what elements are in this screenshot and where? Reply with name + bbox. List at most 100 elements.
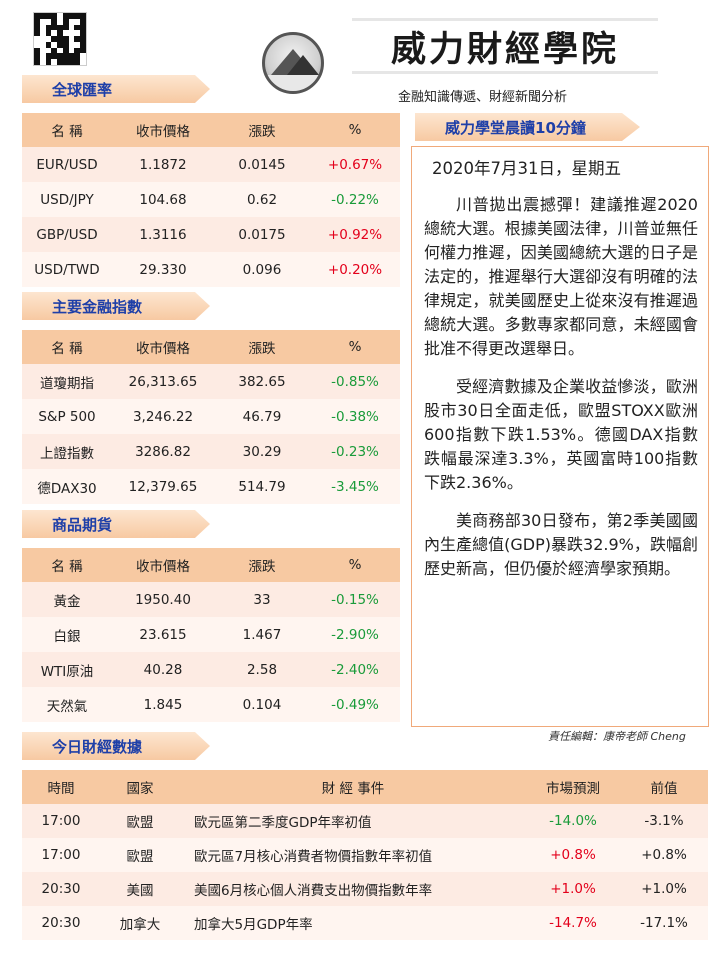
news-box: 2020年7月31日，星期五 川普拋出震撼彈！建議推遲2020總統大選。根據美國… (411, 146, 709, 727)
percent-change: +0.67% (310, 147, 400, 182)
event-country: 歐盟 (100, 838, 180, 872)
close-price: 26,313.65 (112, 364, 214, 399)
col-header: 漲跌 (214, 113, 310, 147)
close-price: 1.845 (112, 687, 214, 722)
instrument-name: USD/JPY (22, 182, 112, 217)
col-header: 漲跌 (214, 330, 310, 364)
previous-value: -3.1% (620, 804, 708, 838)
instrument-name: GBP/USD (22, 217, 112, 252)
col-header: % (310, 113, 400, 147)
close-price: 1950.40 (112, 582, 214, 617)
close-price: 3,246.22 (112, 399, 214, 434)
price-change: 514.79 (214, 469, 310, 504)
close-price: 3286.82 (112, 434, 214, 469)
percent-change: -0.15% (310, 582, 400, 617)
event-country: 美國 (100, 872, 180, 906)
percent-change: -2.90% (310, 617, 400, 652)
price-change: 1.467 (214, 617, 310, 652)
price-change: 0.0175 (214, 217, 310, 252)
instrument-name: S&P 500 (22, 399, 112, 434)
event-time: 20:30 (22, 872, 100, 906)
col-header: 市場預測 (526, 770, 620, 804)
brand-tagline: 金融知識傳遞、財經新聞分析 (398, 90, 568, 105)
col-header: 國家 (100, 770, 180, 804)
previous-value: +1.0% (620, 872, 708, 906)
close-price: 1.3116 (112, 217, 214, 252)
event-country: 歐盟 (100, 804, 180, 838)
event-time: 17:00 (22, 804, 100, 838)
event-name: 加拿大5月GDP年率 (180, 906, 526, 940)
table-row: 黃金 1950.40 33 -0.15% (22, 582, 400, 617)
percent-change: +0.20% (310, 252, 400, 287)
price-change: 30.29 (214, 434, 310, 469)
event-name: 歐元區第二季度GDP年率初值 (180, 804, 526, 838)
close-price: 40.28 (112, 652, 214, 687)
percent-change: -0.23% (310, 434, 400, 469)
previous-value: +0.8% (620, 838, 708, 872)
percent-change: -0.22% (310, 182, 400, 217)
market-forecast: -14.0% (526, 804, 620, 838)
news-date: 2020年7月31日，星期五 (432, 159, 621, 178)
indices-rows: 道瓊期指 26,313.65 382.65 -0.85% S&P 500 3,246.22… (22, 364, 400, 504)
close-price: 23.615 (112, 617, 214, 652)
commodities-section-title: 商品期貨 (22, 510, 210, 538)
instrument-name: USD/TWD (22, 252, 112, 287)
news-editor: 責任編輯：康帝老師 Cheng (548, 730, 686, 743)
event-time: 20:30 (22, 906, 100, 940)
instrument-name: WTI原油 (22, 652, 112, 687)
col-header: 漲跌 (214, 548, 310, 582)
table-row: 上證指數 3286.82 30.29 -0.23% (22, 434, 400, 469)
table-row: WTI原油 40.28 2.58 -2.40% (22, 652, 400, 687)
event-name: 歐元區7月核心消費者物價指數年率初值 (180, 838, 526, 872)
table-row: 17:00 歐盟 歐元區7月核心消費者物價指數年率初值 +0.8% +0.8% (22, 838, 708, 872)
price-change: 0.62 (214, 182, 310, 217)
table-row: 白銀 23.615 1.467 -2.90% (22, 617, 400, 652)
col-header: 收市價格 (112, 113, 214, 147)
calendar-table: 時間 國家 財 經 事件 市場預測 前值 17:00 歐盟 歐元區第二季度GDP年率… (22, 770, 708, 940)
close-price: 29.330 (112, 252, 214, 287)
table-row: USD/JPY 104.68 0.62 -0.22% (22, 182, 400, 217)
instrument-name: 德DAX30 (22, 469, 112, 504)
table-row: EUR/USD 1.1872 0.0145 +0.67% (22, 147, 400, 182)
previous-value: -17.1% (620, 906, 708, 940)
fx-table: 名 稱 收市價格 漲跌 % EUR/USD 1.1872 0.0145 +0.67% U… (22, 113, 400, 287)
indices-table: 名 稱 收市價格 漲跌 % 道瓊期指 26,313.65 382.65 -0.85% S… (22, 330, 400, 504)
price-change: 0.0145 (214, 147, 310, 182)
table-row: 天然氣 1.845 0.104 -0.49% (22, 687, 400, 722)
market-forecast: +1.0% (526, 872, 620, 906)
instrument-name: 白銀 (22, 617, 112, 652)
commodities-table: 名 稱 收市價格 漲跌 % 黃金 1950.40 33 -0.15% 白銀 23.615 1… (22, 548, 400, 722)
calendar-section-title: 今日財經數據 (22, 732, 210, 760)
percent-change: -3.45% (310, 469, 400, 504)
market-forecast: +0.8% (526, 838, 620, 872)
close-price: 1.1872 (112, 147, 214, 182)
instrument-name: 黃金 (22, 582, 112, 617)
col-header: 時間 (22, 770, 100, 804)
price-change: 2.58 (214, 652, 310, 687)
price-change: 382.65 (214, 364, 310, 399)
price-change: 0.104 (214, 687, 310, 722)
percent-change: -0.85% (310, 364, 400, 399)
col-header: 名 稱 (22, 330, 112, 364)
col-header: 名 稱 (22, 113, 112, 147)
col-header: 名 稱 (22, 548, 112, 582)
col-header: % (310, 548, 400, 582)
price-change: 0.096 (214, 252, 310, 287)
col-header: % (310, 330, 400, 364)
table-row: 20:30 美國 美國6月核心個人消費支出物價指數年率 +1.0% +1.0% (22, 872, 708, 906)
col-header: 收市價格 (112, 330, 214, 364)
instrument-name: EUR/USD (22, 147, 112, 182)
news-paragraph: 受經濟數據及企業收益慘淡，歐洲股市30日全面走低，歐盟STOXX歐洲600指數下… (424, 377, 698, 492)
brand-title: 威力財經學院 (352, 18, 658, 74)
price-change: 33 (214, 582, 310, 617)
table-row: S&P 500 3,246.22 46.79 -0.38% (22, 399, 400, 434)
percent-change: -0.38% (310, 399, 400, 434)
close-price: 104.68 (112, 182, 214, 217)
col-header: 收市價格 (112, 548, 214, 582)
table-row: USD/TWD 29.330 0.096 +0.20% (22, 252, 400, 287)
table-row: 德DAX30 12,379.65 514.79 -3.45% (22, 469, 400, 504)
instrument-name: 上證指數 (22, 434, 112, 469)
news-paragraph: 美商務部30日發布，第2季美國國內生產總值(GDP)暴跌32.9%，跌幅創歷史新… (424, 511, 698, 578)
qr-code-icon (33, 12, 87, 66)
event-name: 美國6月核心個人消費支出物價指數年率 (180, 872, 526, 906)
